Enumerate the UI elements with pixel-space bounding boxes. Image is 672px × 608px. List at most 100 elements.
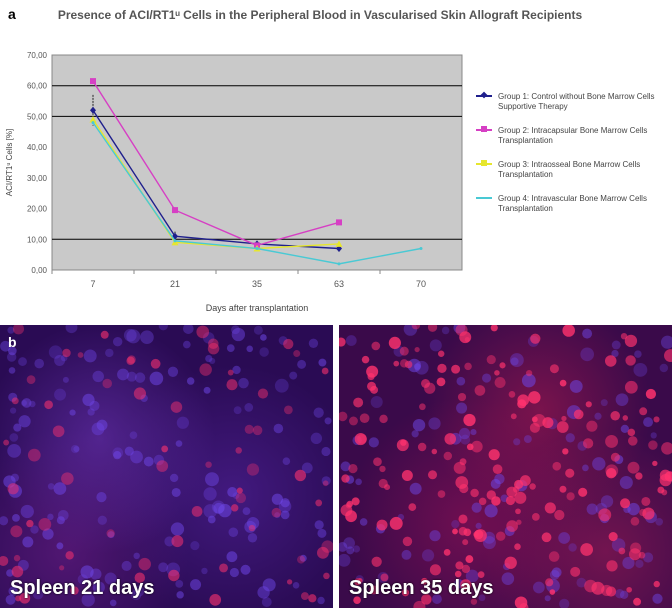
nucleus-blob (280, 510, 290, 520)
labelled-cell (559, 379, 567, 387)
labelled-cell (348, 463, 358, 474)
nucleus-blob (619, 590, 629, 599)
labelled-cell (19, 592, 31, 604)
labelled-cell (413, 600, 426, 608)
labelled-cell (505, 495, 516, 506)
labelled-cell (400, 439, 407, 446)
nucleus-blob (62, 376, 69, 383)
nucleus-blob (104, 572, 117, 585)
nucleus-blob (403, 325, 418, 336)
nucleus-blob (642, 552, 654, 563)
nucleus-blob (244, 520, 257, 533)
nucleus-blob (175, 440, 183, 447)
labelled-cell (38, 517, 52, 531)
nucleus-blob (226, 344, 235, 353)
labelled-cell (12, 325, 25, 335)
nucleus-blob (650, 432, 657, 439)
nucleus-blob (253, 325, 263, 335)
labelled-cell (610, 410, 620, 421)
nucleus-blob (238, 377, 249, 389)
labelled-cell (542, 417, 554, 429)
nucleus-blob (48, 345, 63, 359)
labelled-cell (628, 548, 641, 561)
legend-item: Group 2: Intracapsular Bone Marrow Cells… (476, 126, 666, 146)
labelled-cell (506, 520, 518, 532)
labelled-cell (531, 416, 538, 423)
labelled-cell (414, 346, 420, 353)
nucleus-blob (261, 597, 272, 607)
labelled-cell (168, 569, 180, 582)
labelled-cell (138, 557, 151, 571)
legend-marker (480, 91, 488, 99)
nucleus-blob (317, 596, 325, 605)
nucleus-blob (600, 399, 608, 407)
labelled-cell (257, 388, 269, 399)
legend-marker (481, 160, 487, 166)
nucleus-blob (544, 595, 551, 602)
nucleus-blob (273, 423, 284, 434)
labelled-cell (323, 572, 330, 580)
labelled-cell (421, 379, 430, 388)
labelled-cell (351, 497, 360, 506)
labelled-cell (486, 490, 496, 500)
labelled-cell (235, 447, 242, 454)
nucleus-blob (262, 578, 276, 592)
nucleus-blob (53, 482, 67, 495)
nucleus-blob (313, 407, 324, 418)
labelled-cell (463, 413, 476, 427)
labelled-cell (388, 336, 401, 350)
nucleus-blob (242, 507, 251, 516)
labelled-cell (359, 413, 370, 424)
labelled-cell (639, 407, 648, 416)
nucleus-blob (0, 340, 11, 352)
nucleus-blob (129, 431, 138, 440)
labelled-cell (465, 555, 474, 563)
labelled-cell (455, 476, 469, 489)
x-tick-label: 7 (90, 279, 95, 289)
labelled-cell (15, 595, 22, 602)
labelled-cell (624, 380, 638, 394)
nucleus-blob (8, 392, 18, 402)
chart-title: Presence of ACI/RT1ᵘ Cells in the Periph… (57, 8, 583, 22)
data-point (89, 116, 97, 123)
legend-label: Group 1: Control without Bone Marrow Cel… (498, 92, 655, 111)
labelled-cell (626, 586, 632, 593)
labelled-cell (106, 529, 115, 538)
labelled-cell (474, 529, 484, 540)
labelled-cell (494, 370, 500, 376)
nucleus-blob (314, 520, 324, 530)
data-point (337, 262, 341, 266)
nucleus-blob (65, 325, 78, 334)
labelled-cell (452, 528, 458, 535)
nucleus-blob (0, 516, 9, 526)
nucleus-blob (346, 546, 355, 555)
labelled-cell (10, 525, 23, 538)
labelled-cell (453, 461, 466, 474)
nucleus-blob (13, 423, 22, 432)
nucleus-blob (429, 339, 442, 352)
nucleus-blob (175, 579, 184, 588)
nucleus-blob (229, 567, 239, 578)
labelled-cell (235, 492, 247, 504)
nucleus-blob (73, 445, 80, 453)
nucleus-blob (318, 358, 327, 367)
labelled-cell (436, 377, 446, 387)
labelled-cell (339, 337, 346, 347)
nucleus-blob (113, 451, 122, 460)
nucleus-blob (660, 335, 672, 349)
nucleus-blob (611, 349, 619, 358)
nucleus-blob (20, 504, 34, 519)
labelled-cell (100, 330, 109, 339)
labelled-cell (401, 470, 413, 482)
labelled-cell (519, 475, 531, 486)
nucleus-blob (246, 517, 260, 530)
nucleus-blob (321, 446, 331, 457)
labelled-cell (376, 519, 388, 531)
nucleus-blob (568, 543, 577, 552)
nucleus-blob (42, 528, 54, 540)
labelled-cell (627, 436, 638, 446)
nucleus-blob (244, 403, 254, 412)
nucleus-blob (112, 447, 124, 459)
labelled-cell (620, 332, 628, 340)
nucleus-blob (482, 536, 496, 550)
